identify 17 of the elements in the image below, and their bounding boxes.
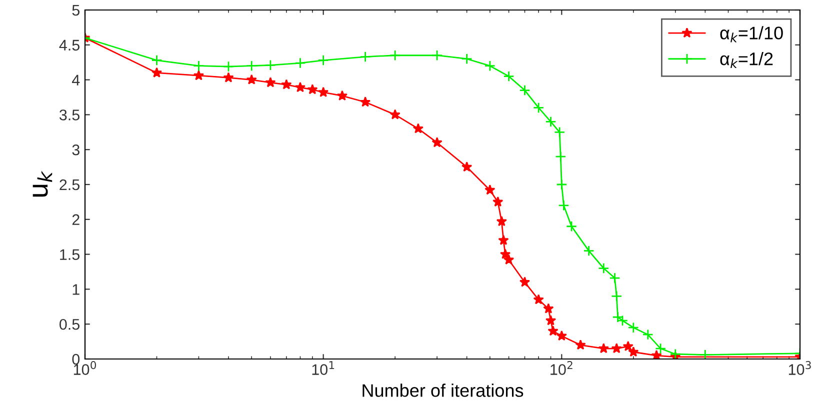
y-tick-label: 1.5 bbox=[60, 249, 80, 260]
y-tick-label: 3.5 bbox=[59, 110, 80, 120]
x-tick-label: 10$^{3}$ bbox=[788, 361, 811, 375]
y-tick-label: 2.5 bbox=[60, 179, 80, 190]
y-axis-title: u$_{k}$ bbox=[32, 170, 52, 197]
y-tick-label: 0.5 bbox=[60, 318, 80, 330]
y-tick-label: 3 bbox=[72, 144, 80, 156]
legend-label: α$_{k}$=1/2 bbox=[720, 52, 773, 68]
y-tick-label: 4 bbox=[72, 74, 80, 86]
y-tick-label: 2 bbox=[72, 214, 80, 225]
legend-label: α$_{k}$=1/10 bbox=[720, 26, 783, 42]
x-tick-label: 10$^{1}$ bbox=[312, 361, 334, 375]
x-tick-label: 10$^{2}$ bbox=[550, 361, 572, 375]
y-tick-label: 1 bbox=[72, 284, 80, 295]
y-tick-label: 4.5 bbox=[59, 40, 80, 51]
x-axis-title: Number of iterations bbox=[362, 384, 524, 397]
y-tick-label: 5 bbox=[72, 5, 80, 16]
